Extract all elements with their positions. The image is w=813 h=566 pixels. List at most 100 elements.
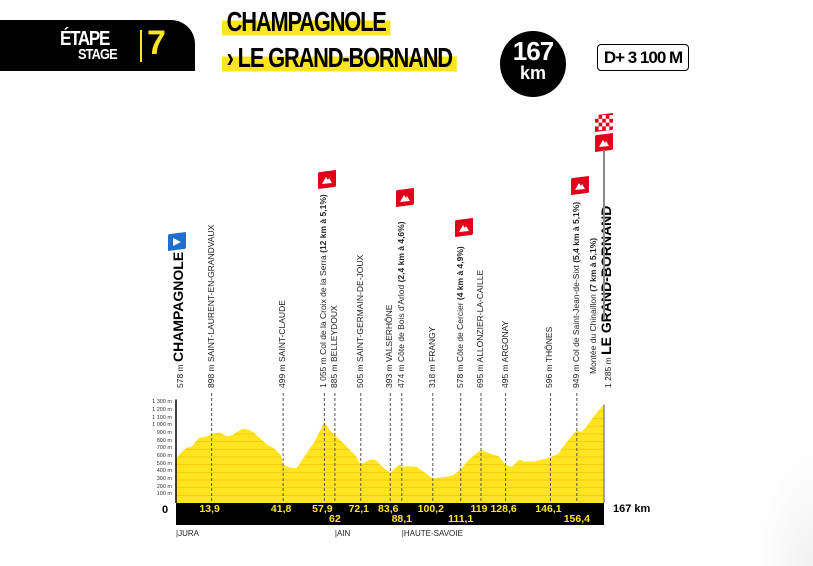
- km-marker-label: 88,1: [391, 513, 412, 525]
- waypoint-label: 898 m SAINT-LAURENT-EN-GRANDVAUX: [206, 225, 216, 388]
- climb-flag-icon: [453, 218, 473, 237]
- waypoint-name: ARGONAY: [499, 320, 510, 363]
- finish-climb-flag-icon: [593, 133, 613, 152]
- y-tick-label: 900 m: [156, 429, 172, 436]
- distance-badge: 167 km: [500, 31, 566, 97]
- corner-shadow: [753, 446, 813, 566]
- km-marker-label: 62: [329, 513, 341, 525]
- waypoint-label: 885 m BELLEYDOUX: [329, 305, 339, 388]
- waypoint-name: Côte de Bois d'Arlod: [395, 284, 406, 362]
- y-tick-label: 300 m: [156, 475, 172, 482]
- waypoint-altitude: 885 m: [328, 362, 339, 388]
- km-marker-label: 128,6: [490, 503, 517, 515]
- waypoint-altitude: 695 m: [474, 362, 485, 388]
- waypoint-label: 499 m SAINT-CLAUDE: [277, 300, 287, 388]
- waypoint-label: 393 m VALSERHÔNE: [384, 305, 394, 388]
- waypoint-name: SAINT-CLAUDE: [277, 300, 288, 362]
- waypoint-label: 596 m THÔNES: [544, 327, 554, 388]
- waypoint-label: 949 m Col de Saint-Jean-de-Sixt (5,4 km …: [571, 202, 581, 388]
- finish-checkered-flag-icon: [593, 113, 613, 132]
- y-tick-label: 1 000 m: [152, 422, 172, 429]
- waypoint-altitude: 1 055 m: [318, 354, 329, 388]
- waypoint-name: THÔNES: [544, 326, 555, 363]
- y-tick-label: 700 m: [156, 445, 172, 452]
- km-marker-label: 111,1: [448, 513, 474, 525]
- waypoint-label: 318 m FRANGY: [427, 327, 437, 388]
- climb-flag-icon: [316, 170, 337, 189]
- waypoint-name: Col de Saint-Jean-de-Sixt: [570, 265, 581, 362]
- waypoint-altitude: 495 m: [499, 362, 510, 388]
- waypoint-name: CHAMPAGNOLE: [170, 251, 186, 362]
- stage-label-fr: ÉTAPE: [60, 28, 110, 50]
- y-tick-label: 500 m: [156, 460, 172, 467]
- km-marker-label: 13,9: [199, 503, 220, 515]
- waypoint-name: SAINT-LAURENT-EN-GRANDVAUX: [205, 224, 216, 362]
- km-marker-label: 83,6: [378, 503, 399, 515]
- waypoint-name: ALLONZIER-LA-CAILLE: [474, 269, 485, 363]
- km-bar: [176, 503, 604, 525]
- y-tick-label: 1 200 m: [152, 406, 172, 413]
- waypoint-altitude: 393 m: [384, 362, 395, 388]
- km-marker-label: 156,4: [563, 513, 590, 525]
- stage-label-en: STAGE: [78, 46, 118, 63]
- waypoint-altitude: 499 m: [277, 362, 288, 388]
- waypoint-altitude: 898 m: [205, 362, 216, 388]
- region-label: |JURA: [176, 529, 199, 538]
- y-tick-label: 1 300 m: [152, 399, 172, 406]
- climb-stats: (5,4 km à 5,1%): [570, 201, 581, 266]
- km-marker-label: 100,2: [417, 503, 444, 515]
- km-marker-label: 72,1: [348, 503, 369, 515]
- y-tick-label: 100 m: [156, 491, 172, 498]
- waypoint-name: Col de la Croix de la Serra: [318, 255, 329, 355]
- km-marker-label: 41,8: [270, 503, 292, 515]
- waypoint-label: 1 285 m Montée du Chinaillon (7 km à 5,1…: [588, 205, 614, 388]
- y-tick-label: 400 m: [156, 468, 172, 475]
- waypoint-altitude: 1 285 m: [603, 354, 613, 388]
- waypoint-altitude: 578 m: [175, 362, 185, 388]
- y-tick-label: 1 100 m: [152, 414, 172, 421]
- climb-stats: (12 km à 5,1%): [318, 194, 329, 256]
- km-marker-label: 57,9: [312, 503, 333, 515]
- waypoint-altitude: 578 m: [454, 362, 465, 388]
- stage-number: 7: [147, 24, 166, 62]
- waypoint-altitude: 949 m: [570, 362, 581, 388]
- climb-flag-icon: [569, 176, 589, 195]
- region-label: |HAUTE-SAVOIE: [401, 529, 463, 538]
- finish-climb-label: Montée du Chinaillon (7 km à 5,1%): [588, 237, 598, 374]
- y-tick-label: 200 m: [156, 483, 172, 490]
- finish-pole: [603, 150, 605, 320]
- x-end-label: 167 km: [613, 503, 651, 515]
- distance-value: 167: [512, 36, 554, 66]
- stage-separator: [140, 30, 142, 62]
- waypoint-altitude: 318 m: [426, 362, 437, 388]
- waypoint-label: 474 m Côte de Bois d'Arlod (2,4 km à 4,6…: [396, 221, 406, 388]
- y-tick-label: 600 m: [156, 452, 172, 459]
- finish-town-title: › LE GRAND-BORNAND: [222, 42, 457, 74]
- km-marker-label: 119: [470, 503, 488, 515]
- waypoint-altitude: 596 m: [544, 362, 555, 388]
- waypoint-label: 505 m SAINT-GERMAIN-DE-JOUX: [355, 255, 365, 388]
- distance-unit: km: [519, 63, 546, 83]
- waypoint-name: VALSERHÔNE: [384, 304, 395, 362]
- waypoint-name: Côte de Cercier: [454, 302, 465, 362]
- waypoint-label: 495 m ARGONAY: [500, 321, 510, 388]
- waypoint-label: 578 m CHAMPAGNOLE: [170, 252, 186, 388]
- waypoint-label: 695 m ALLONZIER-LA-CAILLE: [475, 270, 485, 388]
- waypoint-name: LE GRAND-BORNAND: [598, 205, 614, 355]
- y-tick-label: 800 m: [156, 437, 172, 444]
- waypoint-altitude: 505 m: [354, 362, 365, 388]
- start-town-title: CHAMPAGNOLE: [222, 6, 391, 38]
- climb-stats: (2,4 km à 4,6%): [395, 221, 406, 285]
- start-flag-icon: [166, 232, 186, 251]
- waypoint-altitude: 474 m: [395, 362, 406, 388]
- stage-tab: [0, 20, 195, 71]
- climb-stats: (4 km à 4,9%): [454, 246, 465, 303]
- region-label: |AIN: [334, 529, 351, 538]
- climb-flag-icon: [394, 188, 414, 207]
- waypoint-name: BELLEYDOUX: [328, 305, 339, 362]
- km-marker-label: 146,1: [535, 503, 562, 515]
- waypoint-name: FRANGY: [426, 326, 437, 362]
- elevation-gain-badge: D+ 3 100 M: [597, 44, 689, 71]
